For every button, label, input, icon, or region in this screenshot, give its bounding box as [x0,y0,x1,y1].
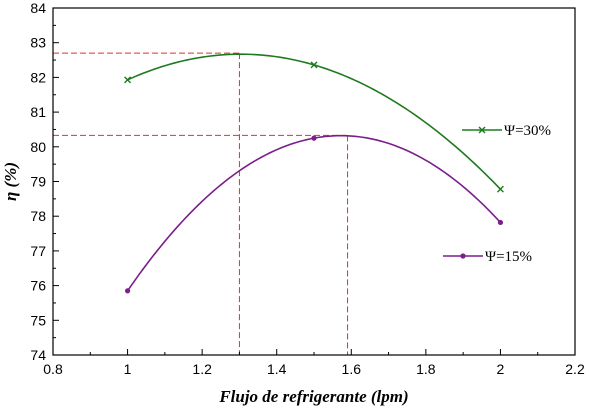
x-tick-label: 2.2 [565,361,585,377]
marker-stroke [124,76,132,84]
y-tick-label: 75 [30,312,46,328]
series-markers [124,61,504,294]
y-tick-label: 82 [30,69,46,85]
series-line [127,53,502,190]
y-tick-label: 79 [30,174,46,190]
data-point-marker [124,288,131,294]
x-tick-label: 1.6 [342,361,362,377]
y-tick-label: 78 [30,208,46,224]
series-line [126,134,502,292]
legend-label: Ψ=15% [485,249,532,265]
legend-entry: Ψ=15% [443,249,532,265]
y-tick-label: 84 [30,0,46,16]
data-point-marker [496,185,504,193]
marker-stroke [496,185,504,193]
data-point-marker [310,61,318,69]
data-point-marker [311,135,317,141]
y-tick-label: 83 [30,35,46,51]
legend-label: Ψ=30% [504,123,551,139]
marker-stroke [310,61,318,69]
y-tick-label: 80 [30,139,46,155]
x-tick-label: 1.4 [267,361,287,377]
x-tick-label: 1.8 [416,361,436,377]
y-tick-label: 77 [30,243,46,259]
plot-frame [52,7,576,356]
legend: Ψ=30% Ψ=15% [443,123,551,265]
y-axis-label: η (%) [1,162,20,201]
reference-lines [53,52,349,355]
axis-ticks: 0.8 1 1.2 1.4 1.6 1.8 2 2.2 74 75 76 77 78 79 80 81 82 83… [30,0,585,377]
data-point-marker [497,219,504,226]
legend-entry: Ψ=30% [462,123,551,139]
x-tick-label: 0.8 [43,361,63,377]
y-tick-label: 74 [30,347,46,363]
x-axis-label: Flujo de refrigerante (lpm) [218,387,408,406]
y-tick-label: 81 [30,104,46,120]
x-tick-label: 1 [124,361,132,377]
legend-marker [478,126,486,134]
legend-marker [460,253,466,259]
y-tick-label: 76 [30,278,46,294]
x-tick-label: 1.2 [192,361,212,377]
data-point-marker [124,76,132,84]
x-tick-label: 2 [497,361,505,377]
